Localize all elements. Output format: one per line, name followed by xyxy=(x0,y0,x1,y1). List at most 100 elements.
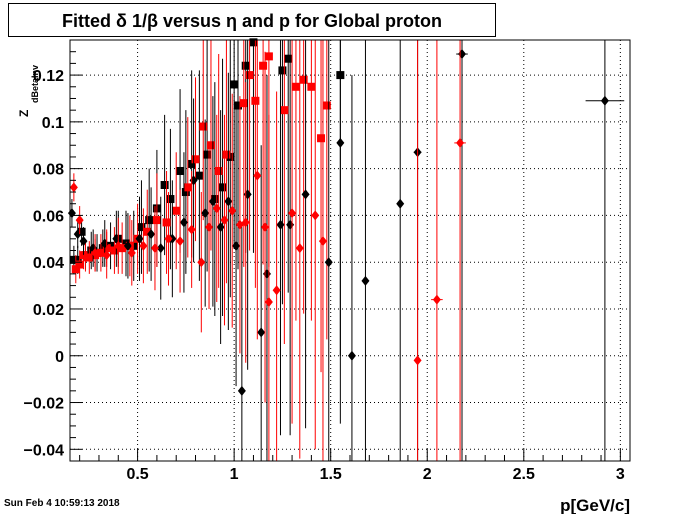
data-point xyxy=(75,260,84,269)
data-point xyxy=(187,159,196,168)
data-point xyxy=(145,216,154,225)
data-point xyxy=(276,219,285,230)
data-point xyxy=(181,188,190,197)
series-2 xyxy=(67,40,625,461)
data-point xyxy=(197,257,206,268)
data-point xyxy=(212,203,221,214)
y-tick-label: 0.08 xyxy=(33,162,64,179)
data-point xyxy=(288,208,297,219)
data-point xyxy=(118,244,127,253)
data-point xyxy=(249,38,258,47)
data-point xyxy=(102,250,111,261)
data-point xyxy=(284,54,293,63)
data-point xyxy=(73,255,82,264)
data-point xyxy=(135,233,144,244)
data-point xyxy=(77,227,86,236)
data-point xyxy=(232,240,241,251)
data-point xyxy=(127,247,136,258)
data-point xyxy=(295,243,304,254)
series-1 xyxy=(71,40,331,373)
data-point xyxy=(347,350,356,361)
data-point xyxy=(600,95,609,106)
data-point xyxy=(179,217,188,228)
data-point xyxy=(264,52,273,61)
y-tick-label: 0.06 xyxy=(33,208,64,225)
data-point xyxy=(301,189,310,200)
data-point xyxy=(322,101,331,110)
data-point xyxy=(81,252,90,263)
chart-title: Fitted δ 1/β versus η and p for Global p… xyxy=(62,11,442,31)
data-point xyxy=(114,240,123,251)
data-point xyxy=(237,385,246,396)
y-axis-label-subscript: dBetaInv xyxy=(30,65,40,103)
data-point xyxy=(71,265,80,274)
y-tick-label: −0.04 xyxy=(24,442,65,459)
data-point xyxy=(318,236,327,247)
data-point xyxy=(245,71,254,80)
data-point xyxy=(91,247,100,258)
data-point xyxy=(222,150,231,159)
data-point xyxy=(230,80,239,89)
series-3 xyxy=(69,40,466,461)
data-point xyxy=(224,196,233,207)
data-point xyxy=(205,222,214,233)
data-point xyxy=(191,155,200,164)
data-point xyxy=(172,206,181,215)
data-point xyxy=(139,240,148,251)
data-series xyxy=(67,38,625,461)
y-axis-label: Z xyxy=(17,110,31,117)
timestamp: Sun Feb 4 10:59:13 2018 xyxy=(4,498,120,509)
data-point xyxy=(199,122,208,131)
data-point xyxy=(195,171,204,180)
data-point xyxy=(291,82,300,91)
data-point xyxy=(299,75,308,84)
data-point xyxy=(324,257,333,268)
data-point xyxy=(361,275,370,286)
data-point xyxy=(137,223,146,232)
data-point xyxy=(218,183,227,192)
data-point xyxy=(79,236,88,247)
data-point xyxy=(262,268,271,279)
data-point xyxy=(166,195,175,204)
data-point xyxy=(203,150,212,159)
y-tick-label: 0.1 xyxy=(42,115,64,132)
data-point xyxy=(176,236,185,247)
data-point xyxy=(241,217,250,228)
data-point xyxy=(214,166,223,175)
x-tick-label: 0.5 xyxy=(126,466,148,483)
data-point xyxy=(234,101,242,110)
data-point xyxy=(110,246,119,255)
x-tick-label: 3 xyxy=(616,466,625,483)
data-point xyxy=(208,196,217,207)
data-point xyxy=(67,208,76,219)
data-point xyxy=(187,224,196,235)
data-point xyxy=(396,198,405,209)
x-tick-label: 1.5 xyxy=(320,466,342,483)
data-point xyxy=(257,327,266,338)
data-point xyxy=(456,137,465,148)
x-tick-label: 1 xyxy=(230,466,239,483)
data-point xyxy=(243,189,252,200)
data-point xyxy=(183,183,192,192)
data-point xyxy=(336,137,345,148)
data-point xyxy=(152,216,161,225)
y-tick-label: −0.02 xyxy=(24,396,65,413)
data-point xyxy=(241,61,250,70)
data-point xyxy=(239,99,248,108)
x-axis-label: p[GeV/c] xyxy=(560,496,630,514)
axes: 0.5 1 1.5 2 2.5 3 −0.04 −0.02 0 0.02 0.04 0.06 0.08 0… xyxy=(24,39,625,483)
y-tick-label: 0.12 xyxy=(33,68,64,85)
data-point xyxy=(261,222,270,233)
data-point xyxy=(317,134,326,143)
data-point xyxy=(206,141,215,150)
title-box: Fitted δ 1/β versus η and p for Global p… xyxy=(8,3,496,37)
y-tick-label: 0 xyxy=(55,349,64,366)
data-point xyxy=(69,182,78,193)
data-point xyxy=(272,285,281,296)
data-point xyxy=(286,219,295,230)
data-point xyxy=(176,166,185,175)
data-point xyxy=(413,355,422,366)
data-point xyxy=(96,248,105,257)
data-point xyxy=(156,243,165,254)
